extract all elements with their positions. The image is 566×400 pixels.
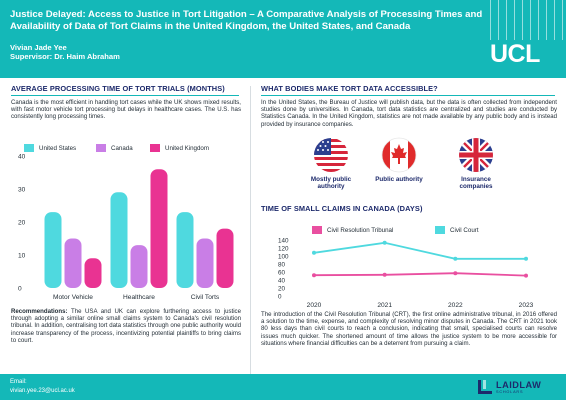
data-point (312, 273, 316, 278)
bar-united-kingdom (216, 228, 234, 288)
y-tick-label: 0 (18, 285, 22, 292)
legend-label: Canada (111, 144, 133, 152)
crt-conclusion: The introduction of the Civil Resolution… (261, 311, 557, 347)
uk-body-label: Insurance companies (459, 176, 493, 191)
laidlaw-mark-icon (478, 380, 492, 394)
y-tick-label: 30 (18, 186, 26, 193)
legend-label: United States (39, 144, 77, 152)
legend-label: Civil Court (450, 226, 479, 234)
data-point (524, 273, 528, 278)
legend-swatch (96, 144, 106, 152)
y-tick-label: 120 (278, 245, 289, 252)
legend-item-canada: Canada (96, 144, 133, 152)
recommendations-label: Recommendations: (11, 308, 68, 315)
y-tick-label: 80 (278, 261, 286, 268)
legend-label: Civil Resolution Tribunal (327, 226, 394, 234)
ucl-logo: UCL (490, 40, 540, 68)
data-point (312, 250, 316, 255)
y-tick-label: 10 (18, 252, 26, 259)
data-bodies-intro: In the United States, the Bureau of Just… (261, 99, 557, 128)
y-tick-label: 40 (18, 153, 26, 160)
processing-time-bar-chart: 0 10 20 30 40 Motor Vehicle Healthcare Civil To… (18, 153, 234, 301)
y-tick-label: 20 (18, 219, 26, 226)
x-category-label: Civil Torts (191, 294, 220, 301)
bar-united-kingdom (150, 169, 168, 288)
processing-time-intro: Canada is the most efficient in handling… (11, 99, 241, 121)
data-point (382, 272, 387, 277)
data-point (524, 256, 528, 261)
heading-underline (261, 95, 555, 97)
laidlaw-logo: LAIDLAW SCHOLARS (478, 380, 541, 394)
us-body-label: Mostly public authority (310, 176, 352, 191)
legend-swatch (435, 226, 445, 234)
laidlaw-name: LAIDLAW (496, 380, 542, 390)
bar-canada (130, 245, 148, 288)
x-category-label: Healthcare (123, 294, 155, 301)
recommendations-paragraph: Recommendations: The USA and UK can expl… (11, 308, 241, 344)
y-tick-label: 140 (278, 237, 289, 244)
legend-item-crt: Civil Resolution Tribunal (312, 226, 393, 234)
us-flag-icon (313, 137, 349, 173)
heading-underline (11, 95, 239, 97)
legend-label: United Kingdom (165, 144, 210, 152)
supervisor-name: Supervisor: Dr. Haim Abraham (10, 52, 120, 61)
bar-united-kingdom (84, 258, 102, 288)
data-bodies-heading: WHAT BODIES MAKE TORT DATA ACCESSIBLE? (261, 84, 438, 93)
laidlaw-sub: SCHOLARS (496, 390, 524, 394)
bar-united-states (44, 212, 62, 288)
x-tick-label: 2022 (448, 302, 463, 309)
poster-title: Justice Delayed: Access to Justice in To… (10, 9, 483, 32)
series-line-civil-court (313, 241, 526, 260)
legend-swatch (312, 226, 322, 234)
series-line-civil-resolution-tribunal (313, 272, 527, 277)
email-address: vivian.yee.23@ucl.ac.uk (10, 388, 75, 394)
bar-canada (196, 238, 214, 288)
data-point (453, 256, 458, 261)
column-divider (250, 86, 251, 374)
poster-header: Justice Delayed: Access to Justice in To… (0, 0, 566, 78)
x-tick-label: 2021 (377, 302, 392, 309)
legend-item-united-kingdom: United Kingdom (150, 144, 209, 152)
canada-body-label: Public authority (375, 176, 423, 183)
x-tick-label: 2020 (307, 302, 322, 309)
legend-item-civil-court: Civil Court (435, 226, 479, 234)
poster-footer: Email: vivian.yee.23@ucl.ac.uk LAIDLAW S… (0, 374, 566, 400)
y-tick-label: 0 (278, 293, 282, 300)
recommendations-text: The USA and UK can explore furthering ac… (11, 308, 241, 344)
uk-flag-icon (458, 137, 494, 173)
canada-flag-icon (381, 137, 417, 173)
bar-united-states (110, 192, 128, 288)
x-tick-label: 2023 (519, 302, 534, 309)
legend-swatch (24, 144, 34, 152)
x-category-label: Motor Vehicle (53, 294, 93, 301)
data-point (453, 271, 458, 276)
y-tick-label: 20 (278, 285, 286, 292)
y-tick-label: 40 (278, 277, 286, 284)
y-tick-label: 60 (278, 269, 286, 276)
y-tick-label: 100 (278, 253, 289, 260)
legend-item-united-states: United States (24, 144, 76, 152)
small-claims-heading: TIME OF SMALL CLAIMS IN CANADA (DAYS) (261, 204, 423, 213)
bar-canada (64, 238, 82, 288)
email-label: Email: (10, 379, 27, 385)
ucl-logo-lines (484, 0, 566, 78)
data-point (382, 240, 387, 245)
legend-swatch (150, 144, 160, 152)
bar-united-states (176, 212, 194, 288)
processing-time-heading: AVERAGE PROCESSING TIME OF TORT TRIALS (… (11, 84, 225, 93)
author-name: Vivian Jade Yee (10, 43, 67, 52)
